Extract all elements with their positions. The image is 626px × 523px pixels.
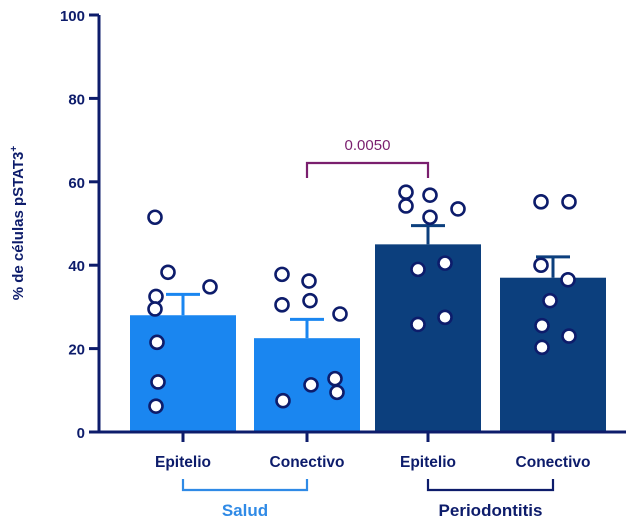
- data-point: [302, 292, 318, 309]
- data-point: [534, 339, 550, 356]
- bars: [130, 244, 606, 432]
- y-axis-label: % de células pSTAT3+: [9, 146, 27, 301]
- data-point: [202, 279, 218, 295]
- bar: [130, 315, 236, 432]
- group-bracket: [181, 479, 309, 492]
- data-point: [422, 209, 438, 226]
- data-point: [410, 261, 426, 278]
- data-point: [275, 392, 291, 409]
- y-tick-label: 20: [68, 342, 85, 359]
- data-point: [450, 201, 466, 217]
- data-point: [422, 187, 438, 203]
- error-bars: [166, 224, 570, 339]
- data-point: [410, 316, 426, 333]
- bar: [375, 244, 481, 432]
- y-tick-label: 100: [60, 8, 85, 25]
- data-points: [147, 184, 577, 414]
- group-label: Periodontitis: [439, 501, 543, 520]
- data-point: [160, 264, 176, 281]
- data-point: [437, 255, 453, 271]
- data-point: [560, 271, 576, 288]
- y-tick-label: 40: [68, 258, 85, 275]
- x-axis: Epitelio Conectivo Epitelio Conectivo: [97, 430, 626, 471]
- data-point: [148, 288, 164, 305]
- group-label: Salud: [222, 501, 268, 520]
- data-point: [332, 306, 348, 322]
- comparison-bracket: 0.0050: [305, 137, 430, 178]
- data-point: [329, 384, 345, 401]
- data-point: [534, 317, 550, 334]
- data-point: [303, 377, 319, 393]
- group-bracket: [426, 479, 555, 492]
- y-axis: 0 20 40 60 80 100: [60, 8, 101, 442]
- data-point: [147, 301, 163, 317]
- data-point: [533, 194, 549, 210]
- data-point: [533, 257, 549, 274]
- data-point: [398, 198, 414, 214]
- x-tick-label: Epitelio: [155, 454, 211, 471]
- y-axis-label-superscript: +: [9, 146, 20, 152]
- y-tick-label: 0: [77, 425, 85, 442]
- data-point: [301, 273, 317, 289]
- data-point: [150, 374, 166, 390]
- data-point: [147, 209, 163, 226]
- data-point: [149, 334, 165, 351]
- x-tick-label: Conectivo: [270, 454, 345, 471]
- data-point: [561, 194, 577, 210]
- data-point: [542, 292, 558, 309]
- y-axis-label-text: % de células pSTAT3: [10, 152, 27, 301]
- data-point: [398, 184, 414, 201]
- data-point: [274, 297, 290, 313]
- x-tick-label: Conectivo: [516, 454, 591, 471]
- data-point: [327, 370, 343, 387]
- data-point: [148, 398, 164, 414]
- data-point: [561, 328, 577, 344]
- data-point: [437, 309, 453, 326]
- data-point: [274, 266, 290, 283]
- comparison-label: 0.0050: [345, 137, 391, 154]
- comparison-line: [305, 161, 430, 178]
- y-tick-label: 80: [68, 91, 85, 108]
- group-brackets: Salud Periodontitis: [181, 479, 555, 520]
- y-tick-label: 60: [68, 175, 85, 192]
- x-tick-label: Epitelio: [400, 454, 456, 471]
